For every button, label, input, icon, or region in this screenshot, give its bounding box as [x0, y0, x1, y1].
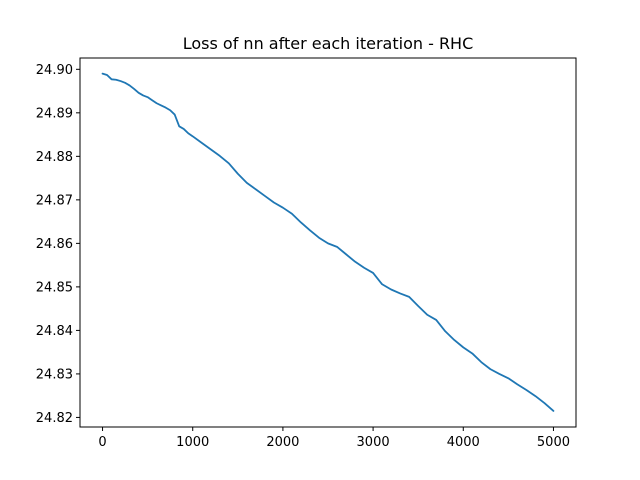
x-tick-label: 5000	[537, 435, 570, 450]
x-tick-label: 2000	[266, 435, 299, 450]
y-tick-label: 24.88	[36, 150, 73, 165]
x-tick-label: 4000	[447, 435, 480, 450]
series-line-0	[101, 72, 555, 412]
y-axis: 24.82 24.83 24.84 24.85 24.86 24.87 24.88 24.89…	[36, 63, 80, 426]
y-tick-label: 24.83	[36, 367, 73, 382]
plot-frame	[79, 57, 577, 428]
x-tick-label: 1000	[176, 435, 209, 450]
y-tick-label: 24.90	[36, 63, 73, 78]
y-tick-label: 24.84	[36, 324, 73, 339]
x-axis: 0 1000 2000 3000 4000 5000	[98, 427, 570, 450]
y-tick-label: 24.86	[36, 237, 73, 252]
y-tick-label: 24.89	[36, 106, 73, 121]
y-tick-label: 24.82	[36, 411, 73, 426]
chart-title: Loss of nn after each iteration - RHC	[183, 34, 474, 53]
plot-area: 0 1000 2000 3000 4000 5000 24.8224.8324.8424.…	[36, 57, 577, 450]
x-tick-label: 0	[98, 435, 106, 450]
y-tick-label: 24.85	[36, 280, 73, 295]
x-tick-label: 3000	[357, 435, 390, 450]
y-tick-label: 24.87	[36, 193, 73, 208]
series-layer	[101, 72, 555, 412]
